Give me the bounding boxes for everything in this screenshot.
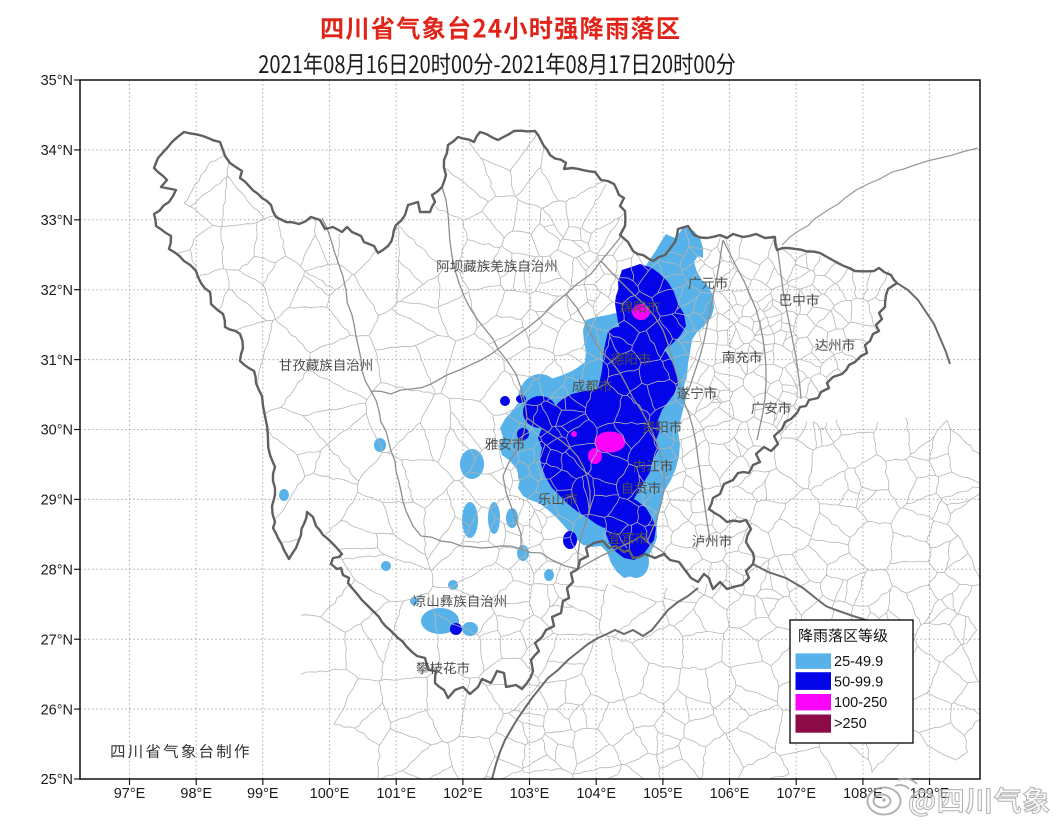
svg-text:100-250: 100-250	[834, 695, 887, 711]
svg-text:100°E: 100°E	[310, 786, 350, 802]
svg-text:25-49.9: 25-49.9	[834, 654, 883, 670]
svg-text:103°E: 103°E	[510, 786, 550, 802]
svg-text:105°E: 105°E	[643, 786, 683, 802]
svg-text:31°N: 31°N	[41, 353, 73, 369]
svg-text:101°E: 101°E	[376, 786, 416, 802]
svg-text:97°E: 97°E	[114, 786, 146, 802]
svg-text:106°E: 106°E	[710, 786, 750, 802]
svg-text:107°E: 107°E	[776, 786, 816, 802]
svg-text:98°E: 98°E	[180, 786, 212, 802]
svg-text:34°N: 34°N	[41, 143, 73, 159]
svg-text:25°N: 25°N	[41, 772, 73, 788]
svg-text:29°N: 29°N	[41, 493, 73, 509]
svg-text:28°N: 28°N	[41, 563, 73, 579]
svg-text:104°E: 104°E	[576, 786, 616, 802]
svg-text:>250: >250	[834, 716, 867, 732]
svg-text:99°E: 99°E	[247, 786, 279, 802]
svg-text:30°N: 30°N	[41, 423, 73, 439]
svg-text:32°N: 32°N	[41, 283, 73, 299]
svg-text:26°N: 26°N	[41, 702, 73, 718]
svg-text:27°N: 27°N	[41, 632, 73, 648]
svg-text:35°N: 35°N	[41, 73, 73, 89]
svg-text:102°E: 102°E	[443, 786, 483, 802]
svg-text:33°N: 33°N	[41, 213, 73, 229]
svg-text:50-99.9: 50-99.9	[834, 675, 883, 691]
